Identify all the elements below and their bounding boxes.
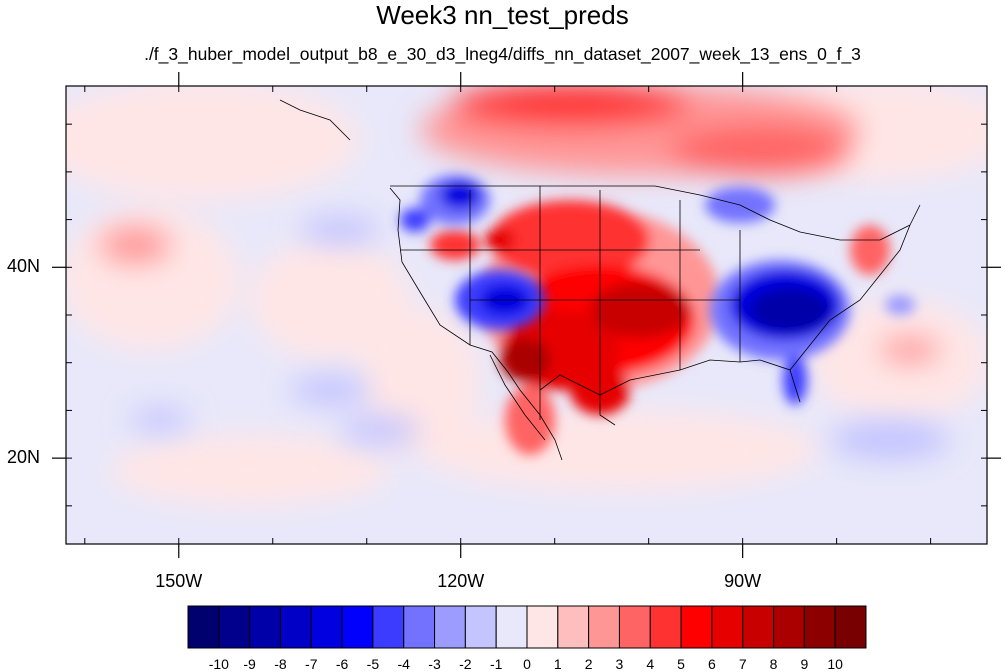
colorbar-swatch [680, 605, 713, 649]
colorbar-label: -9 [243, 656, 256, 672]
lon-tick-label: 90W [724, 571, 762, 591]
lon-tick-label: 150W [155, 571, 203, 591]
colorbar-label: 1 [553, 656, 562, 672]
colorbar-swatch [588, 605, 620, 649]
colorbar-label: -10 [208, 656, 229, 672]
colorbar-swatch [526, 605, 559, 649]
colorbar-label: 7 [738, 656, 747, 672]
colorbar-label: 2 [584, 656, 593, 672]
colorbar-label: 4 [646, 656, 655, 672]
colorbar-swatch [464, 605, 497, 649]
colorbar-label: -4 [397, 656, 410, 672]
colorbar-swatch [249, 605, 281, 649]
colorbar-label: 3 [615, 656, 624, 672]
colorbar-label: 6 [708, 656, 716, 672]
colorbar-swatch [341, 605, 374, 649]
colorbar-label: -7 [305, 656, 318, 672]
colorbar-label: 0 [523, 656, 531, 672]
colorbar-label: -5 [366, 656, 380, 672]
colorbar-swatch [403, 605, 436, 649]
lat-tick-label: 40N [6, 256, 40, 277]
colorbar-swatch [742, 605, 775, 649]
colorbar-swatch [711, 605, 744, 649]
colorbar-swatch [434, 605, 466, 649]
colorbar-swatch [495, 605, 528, 649]
lat-tick-label: 20N [6, 447, 40, 468]
colorbar-swatch [557, 605, 590, 649]
colorbar-swatch [649, 605, 682, 649]
colorbar-swatch [618, 605, 651, 649]
colorbar-swatch [803, 605, 836, 649]
colorbar-label: -1 [489, 656, 503, 672]
colorbar-label: -8 [274, 656, 287, 672]
colorbar-swatch [773, 605, 805, 649]
colorbar-swatch [187, 605, 220, 649]
colorbar-swatch [279, 605, 312, 649]
map-subtitle: ./f_3_huber_model_output_b8_e_30_d3_lneg… [144, 44, 861, 64]
map-title: Week3 nn_test_preds [376, 0, 629, 30]
colorbar-label: 8 [769, 656, 778, 672]
colorbar-swatch [834, 605, 867, 649]
colorbar-swatch [372, 605, 405, 649]
colorbar-label: 9 [800, 656, 809, 672]
lon-tick-label: 120W [437, 571, 485, 591]
colorbar-label: 5 [677, 656, 685, 672]
colorbar-label: -3 [428, 656, 441, 672]
colorbar-swatch [218, 605, 251, 649]
anomaly-map [52, 72, 1001, 558]
colorbar-label: -2 [459, 656, 472, 672]
colorbar-label: -6 [335, 656, 349, 672]
colorbar-label: 10 [827, 656, 843, 672]
colorbar-swatch [310, 605, 343, 649]
